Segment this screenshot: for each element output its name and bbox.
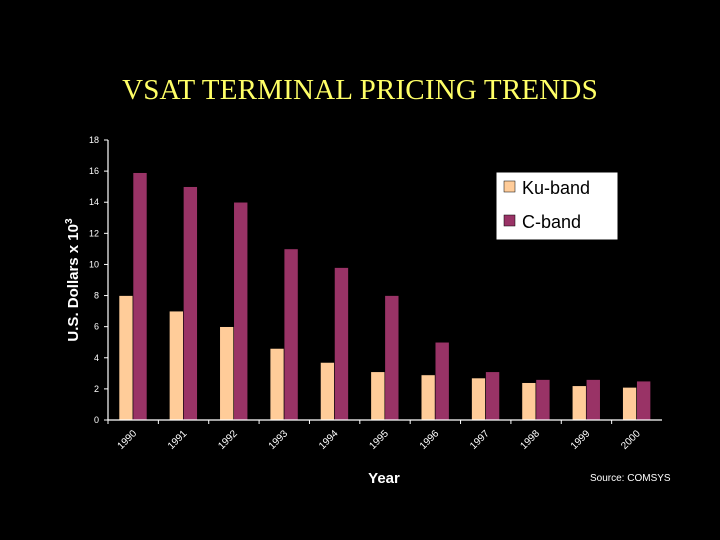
- bar-c-band-1995: [384, 295, 400, 421]
- y-tick-label: 0: [94, 415, 99, 425]
- bar-ku-band-1996: [420, 374, 436, 421]
- bar-ku-band-1997: [471, 377, 486, 421]
- source-note: Source: COMSYS: [590, 473, 671, 484]
- x-tick-label-1993: 1993: [267, 428, 291, 452]
- slide-title: VSAT TERMINAL PRICING TRENDS: [122, 74, 598, 106]
- bar-ku-band-1993: [269, 348, 285, 421]
- bar-c-band-1996: [434, 341, 450, 421]
- legend-swatch-c-band: [503, 214, 516, 227]
- bar-c-band-1993: [283, 248, 299, 421]
- bar-ku-band-1998: [521, 382, 537, 421]
- bar-c-band-1991: [183, 186, 198, 421]
- legend: Ku-band C-band: [495, 171, 619, 241]
- bar-ku-band-1995: [370, 371, 386, 421]
- x-tick-label-1995: 1995: [367, 428, 391, 452]
- x-tick-label-1994: 1994: [317, 428, 341, 452]
- x-tick-label-1997: 1997: [468, 428, 492, 452]
- bar-c-band-1992: [233, 201, 249, 421]
- bar-c-band-1990: [132, 172, 148, 421]
- bar-ku-band-1992: [219, 326, 235, 421]
- x-tick-label-2000: 2000: [619, 428, 643, 452]
- x-tick-label-1990: 1990: [116, 428, 140, 452]
- y-tick-label: 6: [94, 322, 99, 332]
- legend-box: [495, 171, 619, 241]
- bar-ku-band-1990: [118, 295, 134, 421]
- y-tick-label: 2: [94, 384, 99, 394]
- x-tick-label-1992: 1992: [216, 428, 240, 452]
- x-tick-label-1998: 1998: [519, 428, 543, 452]
- legend-label-ku-band: Ku-band: [522, 178, 590, 198]
- bar-c-band-1997: [485, 371, 500, 421]
- bar-ku-band-1999: [571, 385, 587, 421]
- y-tick-label: 16: [89, 166, 99, 176]
- bar-ku-band-2000: [622, 387, 637, 421]
- bar-c-band-1998: [535, 379, 551, 421]
- y-axis-label: U.S. Dollars x 103: [64, 218, 82, 342]
- y-axis-ticks: 0 2 4 6 8 10 12 14 16 18: [89, 135, 108, 425]
- bar-ku-band-1991: [169, 310, 184, 421]
- bar-c-band-1994: [334, 267, 349, 421]
- x-axis-ticks: 1990 1991 1992 1993 1994 1995 1996 1997 1998 1999…: [107, 420, 643, 452]
- y-tick-label: 8: [94, 291, 99, 301]
- y-tick-label: 4: [94, 353, 99, 363]
- y-tick-label: 12: [89, 228, 99, 238]
- bar-c-band-2000: [636, 380, 651, 421]
- x-tick-label-1991: 1991: [166, 428, 190, 452]
- x-tick-label-1996: 1996: [418, 428, 442, 452]
- legend-label-c-band: C-band: [522, 212, 581, 232]
- x-tick-label-1999: 1999: [569, 428, 593, 452]
- bars-group: [118, 172, 651, 421]
- bar-c-band-1999: [585, 379, 601, 421]
- y-axis-label-main: U.S. Dollars x 10: [65, 224, 82, 342]
- legend-swatch-ku-band: [503, 180, 516, 193]
- x-axis-label: Year: [368, 470, 400, 487]
- y-tick-label: 14: [89, 197, 99, 207]
- y-axis-label-exponent: 3: [64, 218, 75, 224]
- y-tick-label: 18: [89, 135, 99, 145]
- y-tick-label: 10: [89, 259, 99, 269]
- bar-ku-band-1994: [320, 362, 335, 421]
